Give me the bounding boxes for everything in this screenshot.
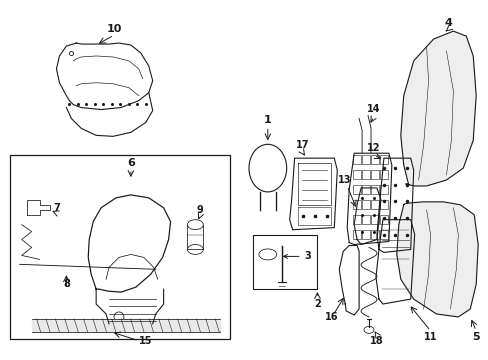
Bar bbox=[379, 155, 387, 164]
Text: 17: 17 bbox=[295, 140, 309, 150]
Bar bbox=[379, 200, 387, 209]
Bar bbox=[361, 170, 369, 179]
Bar bbox=[370, 230, 378, 239]
Text: 9: 9 bbox=[197, 205, 203, 215]
Bar bbox=[379, 230, 387, 239]
Bar bbox=[352, 185, 360, 194]
Bar bbox=[10, 155, 230, 339]
Bar bbox=[252, 235, 317, 289]
Text: 13: 13 bbox=[337, 175, 350, 185]
Bar bbox=[352, 215, 360, 224]
Text: 4: 4 bbox=[444, 18, 451, 28]
Text: 10: 10 bbox=[106, 24, 122, 34]
Bar bbox=[352, 170, 360, 179]
Text: 1: 1 bbox=[264, 116, 271, 126]
Bar bbox=[379, 170, 387, 179]
Text: 12: 12 bbox=[366, 143, 380, 153]
Bar bbox=[352, 155, 360, 164]
Text: 6: 6 bbox=[127, 158, 135, 168]
Text: 16: 16 bbox=[324, 312, 337, 322]
Bar bbox=[370, 215, 378, 224]
Bar bbox=[370, 185, 378, 194]
Bar bbox=[370, 170, 378, 179]
Text: 18: 18 bbox=[369, 336, 383, 346]
Text: 8: 8 bbox=[63, 279, 70, 289]
Bar bbox=[379, 185, 387, 194]
Bar bbox=[361, 185, 369, 194]
Bar bbox=[379, 215, 387, 224]
Polygon shape bbox=[400, 31, 475, 186]
Bar bbox=[361, 215, 369, 224]
Bar bbox=[352, 200, 360, 209]
Polygon shape bbox=[396, 202, 477, 317]
Text: 14: 14 bbox=[366, 104, 380, 113]
Bar bbox=[361, 200, 369, 209]
Text: 2: 2 bbox=[313, 299, 320, 309]
Text: 7: 7 bbox=[53, 203, 60, 213]
Bar bbox=[370, 155, 378, 164]
Bar bbox=[361, 230, 369, 239]
Text: 11: 11 bbox=[423, 332, 436, 342]
Text: 5: 5 bbox=[471, 332, 479, 342]
Text: 15: 15 bbox=[139, 336, 152, 346]
Text: 3: 3 bbox=[283, 251, 311, 261]
Bar bbox=[370, 200, 378, 209]
Bar bbox=[352, 230, 360, 239]
Bar bbox=[361, 155, 369, 164]
